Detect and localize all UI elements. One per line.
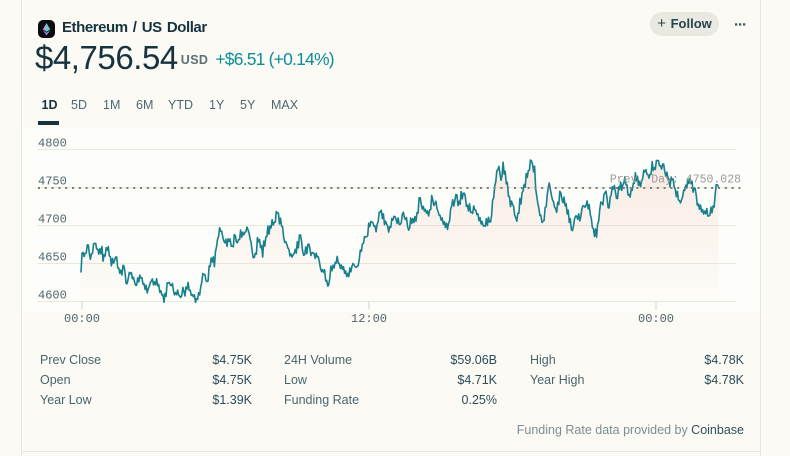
svg-text:4650: 4650 — [38, 251, 67, 265]
svg-text:4600: 4600 — [38, 289, 67, 303]
svg-text:4800: 4800 — [38, 137, 67, 151]
svg-text:Prev. Day: 4750.028: Prev. Day: 4750.028 — [610, 174, 741, 187]
svg-text:4700: 4700 — [38, 213, 67, 227]
svg-text:4750: 4750 — [38, 175, 67, 189]
svg-text:00:00: 00:00 — [64, 312, 100, 326]
svg-text:12:00: 12:00 — [351, 312, 387, 326]
svg-text:00:00: 00:00 — [638, 312, 674, 326]
